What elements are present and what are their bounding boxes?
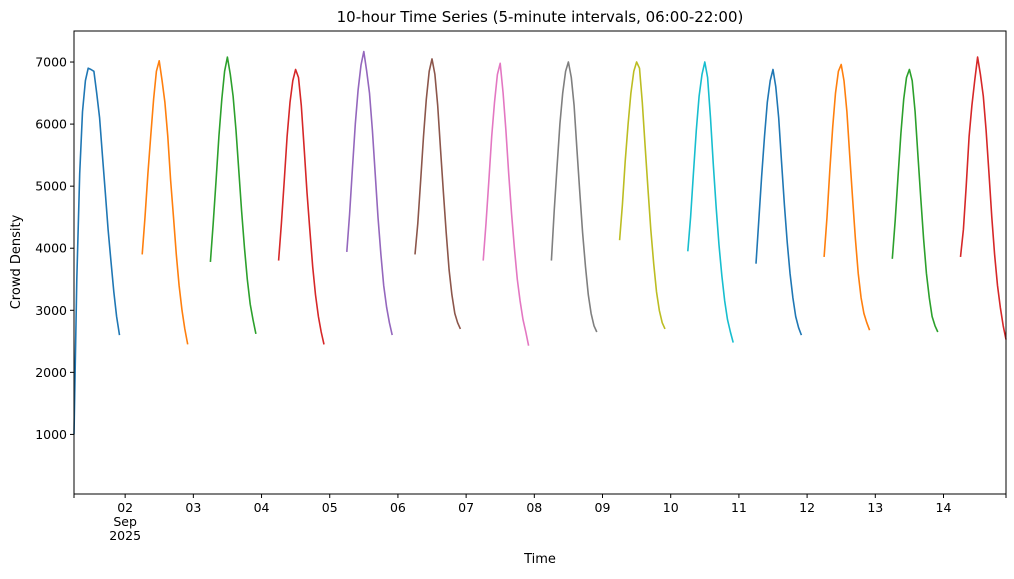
x-tick-label: 05 [322, 500, 338, 515]
x-tick-label: 2025 [109, 528, 141, 543]
x-tick-label: 12 [799, 500, 815, 515]
series-line-12 [823, 63, 871, 331]
series-line-10 [687, 61, 734, 343]
x-axis-label: Time [523, 552, 556, 567]
series-line-9 [618, 61, 666, 330]
x-tick-label: 06 [390, 500, 406, 515]
x-tick-label: 09 [595, 500, 611, 515]
series-line-11 [755, 68, 803, 336]
plot-area-frame [73, 30, 1007, 495]
x-tick-label: 14 [936, 500, 952, 515]
series-line-14 [959, 56, 1007, 340]
y-tick-label: 7000 [35, 55, 67, 70]
x-tick-label: 13 [867, 500, 883, 515]
x-tick-label: 04 [254, 500, 270, 515]
y-tick-label: 4000 [35, 241, 67, 256]
series-line-5 [346, 50, 393, 336]
series-line-13 [891, 68, 939, 333]
y-tick-label: 2000 [35, 365, 67, 380]
x-tick-label: 08 [526, 500, 542, 515]
series-lines [73, 50, 1007, 435]
series-line-6 [414, 58, 462, 330]
series-line-1 [73, 67, 121, 435]
x-tick-label: 07 [458, 500, 474, 515]
x-tick-label: 02 [117, 500, 133, 515]
y-tick-label: 6000 [35, 117, 67, 132]
series-line-8 [550, 61, 598, 333]
y-tick-label: 3000 [35, 303, 67, 318]
y-tick-label: 5000 [35, 179, 67, 194]
y-axis-label: Crowd Density [9, 214, 24, 309]
series-line-2 [141, 60, 189, 345]
series-line-3 [209, 56, 257, 335]
y-tick-label: 1000 [35, 427, 67, 442]
y-axis-ticks: 1000 2000 3000 4000 5000 6000 7000 [35, 55, 74, 442]
series-line-7 [482, 62, 530, 346]
x-tick-label: 10 [663, 500, 679, 515]
x-tick-label: 03 [185, 500, 201, 515]
chart-title: 10-hour Time Series (5-minute intervals,… [337, 8, 744, 26]
series-line-4 [277, 68, 325, 345]
x-tick-label: 11 [731, 500, 747, 515]
x-tick-label: Sep [113, 514, 137, 529]
